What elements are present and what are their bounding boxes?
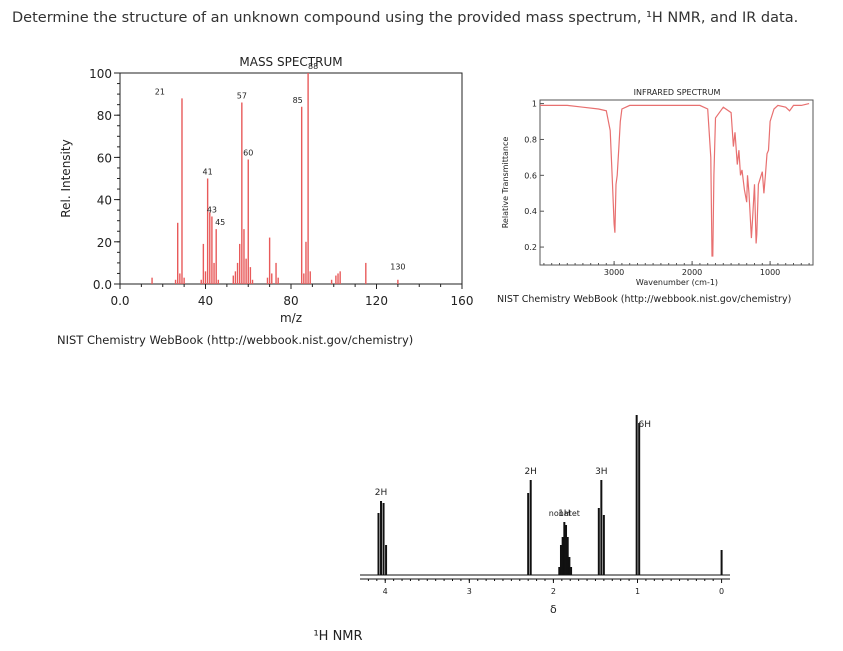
ms-x-axis-label: m/z: [280, 311, 302, 325]
ir-y-tick-label: 0.2: [524, 243, 537, 252]
ir-source-caption: NIST Chemistry WebBook (http://webbook.n…: [497, 294, 792, 305]
ms-y-tick-label: 80: [97, 109, 112, 123]
ms-y-tick-label: 60: [97, 151, 112, 165]
ms-y-tick-label: 0.0: [93, 278, 112, 292]
nmr-integration-label: 3H: [595, 467, 608, 477]
nmr-x-tick-label: 4: [383, 587, 388, 596]
ms-x-tick-label: 40: [198, 294, 213, 308]
ms-peak-label: 57: [237, 92, 247, 101]
ms-x-tick-label: 80: [283, 294, 298, 308]
ms-y-tick-label: 100: [89, 67, 112, 81]
ms-peak-label: 45: [215, 218, 225, 227]
ms-peak-label: 88: [308, 62, 318, 71]
question-text: Determine the structure of an unknown co…: [12, 10, 799, 26]
ms-y-axis-label: Rel. Intensity: [59, 139, 73, 217]
nmr-multiplicity-label: nonatet: [549, 509, 580, 518]
ir-spectrum-line: [540, 103, 810, 257]
nmr-title: ¹H NMR: [313, 629, 362, 644]
nmr-x-tick-label: 2: [551, 587, 556, 596]
ir-y-axis-label: Relative Transmittance: [501, 137, 510, 229]
ir-y-tick-label: 0.6: [524, 171, 537, 180]
nmr-x-tick-label: 1: [635, 587, 640, 596]
ms-peak-label: 41: [203, 168, 213, 177]
nmr-integration-label: 1H: [558, 509, 571, 519]
nmr-x-tick-label: 3: [467, 587, 472, 596]
nmr-x-tick-label: 0: [719, 587, 724, 596]
ir-x-tick-label: 2000: [682, 268, 702, 277]
ms-plot-frame: [119, 72, 463, 285]
ir-x-axis-label: Wavenumber (cm-1): [636, 278, 718, 287]
nmr-integration-label: 2H: [524, 467, 537, 477]
ir-y-tick-label: 0.8: [524, 135, 537, 144]
ms-peak-label: 130: [390, 262, 405, 271]
ir-x-tick-label: 1000: [760, 268, 780, 277]
ir-plot-frame: [539, 99, 814, 266]
nmr-integration-label: 2H: [375, 488, 388, 498]
ms-peak-label: 85: [293, 96, 303, 105]
ir-x-tick-label: 3000: [604, 268, 624, 277]
ms-peak-label: 60: [243, 149, 253, 158]
ms-source-caption: NIST Chemistry WebBook (http://webbook.n…: [57, 333, 414, 347]
ir-y-tick-label: 0.4: [524, 207, 537, 216]
ms-x-tick-label: 0.0: [110, 294, 129, 308]
ms-title: MASS SPECTRUM: [239, 55, 342, 69]
ir-y-tick-label: 1: [532, 100, 537, 109]
nmr-integration-label: 6H: [639, 420, 652, 430]
ms-y-tick-label: 40: [97, 194, 112, 208]
ms-y-tick-label: 20: [97, 236, 112, 250]
ms-peak-label: 21: [155, 87, 165, 96]
ms-x-tick-label: 120: [365, 294, 388, 308]
ms-peak-label: 43: [207, 205, 217, 214]
ms-x-tick-label: 160: [451, 294, 474, 308]
nmr-x-axis-label: δ: [550, 603, 557, 616]
ir-title: INFRARED SPECTRUM: [634, 88, 721, 97]
